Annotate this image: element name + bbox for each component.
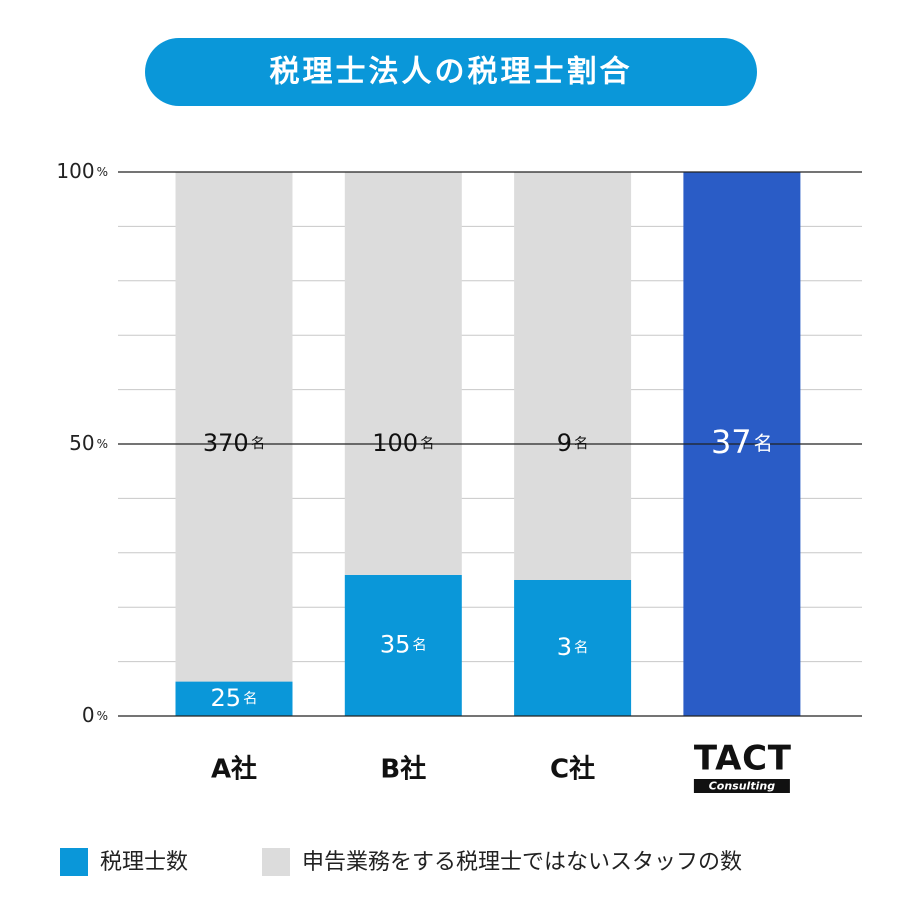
chart-title: 税理士法人の税理士割合	[270, 55, 633, 90]
value-label-unit: 名	[574, 435, 588, 452]
bar-segment	[175, 172, 293, 682]
value-label-unit: 名	[243, 690, 257, 707]
value-label: 37 名	[711, 423, 773, 461]
value-label-number: 9	[557, 429, 572, 457]
y-tick-label-number: 100	[56, 159, 94, 183]
value-label-number: 100	[372, 429, 418, 457]
bar-segment	[514, 580, 632, 716]
value-label-number: 370	[203, 429, 249, 457]
x-tick-label: B社	[380, 754, 426, 785]
value-label-number: 37	[711, 423, 752, 461]
value-label: 35 名	[380, 630, 427, 658]
y-tick-label-number: 50	[69, 431, 94, 455]
y-tick-label-unit: %	[97, 437, 108, 451]
value-label: 25 名	[211, 684, 258, 712]
y-tick-label-unit: %	[97, 709, 108, 723]
legend-label: 税理士数	[100, 850, 188, 875]
value-label-unit: 名	[574, 639, 588, 656]
y-tick-label-number: 0	[82, 703, 95, 727]
bar-segment	[514, 172, 632, 580]
logo-bar	[693, 779, 790, 793]
logo-subtitle: Consulting	[709, 780, 775, 793]
bar-segment	[175, 681, 293, 716]
x-tick-label: A社	[211, 754, 257, 785]
value-label: 370 名	[203, 429, 265, 457]
value-label: 100 名	[372, 429, 434, 457]
logo-text: TACT	[694, 739, 792, 779]
y-tick-label-unit: %	[97, 165, 108, 179]
legend-swatch	[262, 848, 290, 876]
value-label-number: 35	[380, 630, 411, 658]
value-label-number: 25	[211, 684, 242, 712]
value-label-unit: 名	[754, 432, 773, 455]
legend-label: 申告業務をする税理士ではないスタッフの数	[302, 850, 742, 875]
value-label-number: 3	[557, 633, 572, 661]
bar-segment	[344, 574, 462, 716]
value-label-unit: 名	[251, 435, 265, 452]
title-pill	[145, 38, 757, 106]
y-tick-label: 0%	[82, 703, 108, 727]
y-tick-label: 50%	[69, 431, 108, 455]
x-tick-label: C社	[550, 754, 595, 785]
legend-swatch	[60, 848, 88, 876]
bar-segment	[344, 172, 462, 575]
value-label-unit: 名	[412, 636, 426, 653]
value-label-unit: 名	[420, 435, 434, 452]
y-tick-label: 100%	[56, 159, 108, 183]
